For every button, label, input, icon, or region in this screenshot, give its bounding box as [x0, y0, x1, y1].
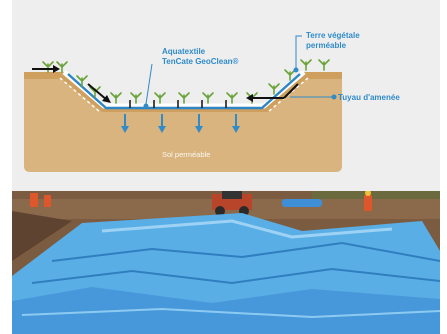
geotextile-layer: [67, 73, 301, 110]
plant-icon: [110, 92, 122, 104]
plant-icon: [202, 92, 214, 104]
plant-icon: [154, 92, 166, 104]
plant-icon: [318, 59, 330, 71]
plant-icon: [268, 83, 280, 95]
label-geotextile-line1: Aquatextile: [162, 47, 206, 56]
topsoil-bank: [24, 72, 342, 112]
arrow-head-icon: [246, 94, 253, 102]
photo-svg: [12, 191, 440, 334]
worker: [30, 193, 51, 207]
label-topsoil-line1: Terre végétale: [306, 31, 360, 40]
plant-icon: [226, 92, 238, 104]
permeable-soil: [24, 72, 342, 172]
worker: [364, 191, 372, 211]
soil-trench: [12, 211, 72, 261]
label-topsoil-line2: perméable: [306, 41, 347, 50]
slope-arrow-right: [283, 83, 299, 99]
plant-icon: [300, 59, 312, 71]
arrow-head-icon: [102, 95, 111, 103]
down-arrow-icon: [158, 126, 166, 133]
diagram-svg: Aquatextile TenCate GeoClean® Terre végé…: [24, 31, 400, 172]
blue-liner-roll: [282, 199, 322, 207]
flow-arrows: [32, 65, 299, 103]
label-geotextile-line2: TenCate GeoClean®: [162, 57, 239, 66]
down-arrow-icon: [232, 126, 240, 133]
leader-lines: [143, 35, 337, 109]
excavator: [212, 191, 252, 216]
liner-fold: [51, 241, 440, 262]
slope-arrow-left: [87, 83, 108, 101]
plant-icon: [130, 92, 142, 104]
cross-section-diagram: Aquatextile TenCate GeoClean® Terre végé…: [12, 0, 440, 191]
plant-icon: [76, 75, 88, 87]
plant-icon: [178, 92, 190, 104]
liner-fold: [31, 267, 440, 285]
liner-shadow: [12, 287, 440, 334]
infiltration-arrows: [121, 114, 240, 133]
label-pipe: Tuyau d'amenée: [338, 93, 400, 102]
construction-photo: [12, 191, 440, 334]
arrow-head-icon: [53, 65, 60, 73]
liner-highlight: [21, 307, 440, 319]
liner-highlight: [101, 219, 393, 239]
down-arrow-icon: [195, 126, 203, 133]
label-subsoil: Sol perméable: [162, 150, 210, 159]
drain-ticks: [129, 100, 227, 108]
down-arrow-icon: [121, 126, 129, 133]
plant-icon: [56, 61, 68, 73]
plant-icon: [42, 61, 54, 73]
